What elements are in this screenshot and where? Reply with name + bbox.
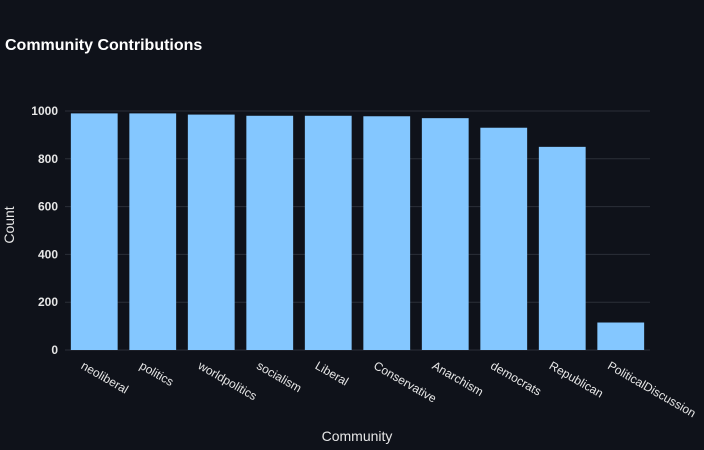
x-tick-label: Republican	[547, 358, 606, 400]
y-tick-label: 200	[38, 295, 58, 309]
bar-socialism	[246, 115, 294, 350]
y-tick-label: 600	[38, 200, 58, 214]
x-axis-ticks: neoliberal politics worldpoliticssocialism…	[79, 358, 699, 420]
y-tick-label: 800	[38, 152, 58, 166]
bar-anarchism	[421, 118, 469, 350]
x-tick-label: neoliberal	[79, 358, 131, 396]
y-tick-label: 400	[38, 247, 58, 261]
bar-conservative	[363, 116, 411, 351]
y-axis-title: Count	[1, 206, 17, 243]
x-axis-title: Community	[322, 428, 393, 444]
x-tick-label: politics	[137, 358, 176, 388]
bar-republican	[538, 146, 586, 350]
x-tick-label: PoliticalDiscussion	[605, 358, 698, 420]
bar-worldpolitics	[187, 114, 235, 351]
x-tick-label: worldpolitics	[195, 358, 259, 403]
x-tick-label: Conservative	[371, 358, 439, 405]
bar-democrats	[480, 127, 528, 350]
y-axis-ticks: 0 200 400 600 800 1000	[31, 104, 58, 357]
x-tick-label: socialism	[254, 358, 304, 395]
bar-neoliberal	[70, 113, 118, 350]
bar-politicaldiscussion	[597, 322, 645, 350]
chart-title: Community Contributions	[5, 37, 202, 54]
bar-liberal	[304, 115, 352, 350]
x-tick-label: Liberal	[313, 358, 351, 388]
y-tick-label: 0	[51, 343, 58, 357]
y-tick-label: 1000	[31, 104, 58, 118]
bar-politics	[129, 113, 177, 350]
bars	[70, 113, 645, 351]
x-tick-label: democrats	[488, 358, 544, 398]
